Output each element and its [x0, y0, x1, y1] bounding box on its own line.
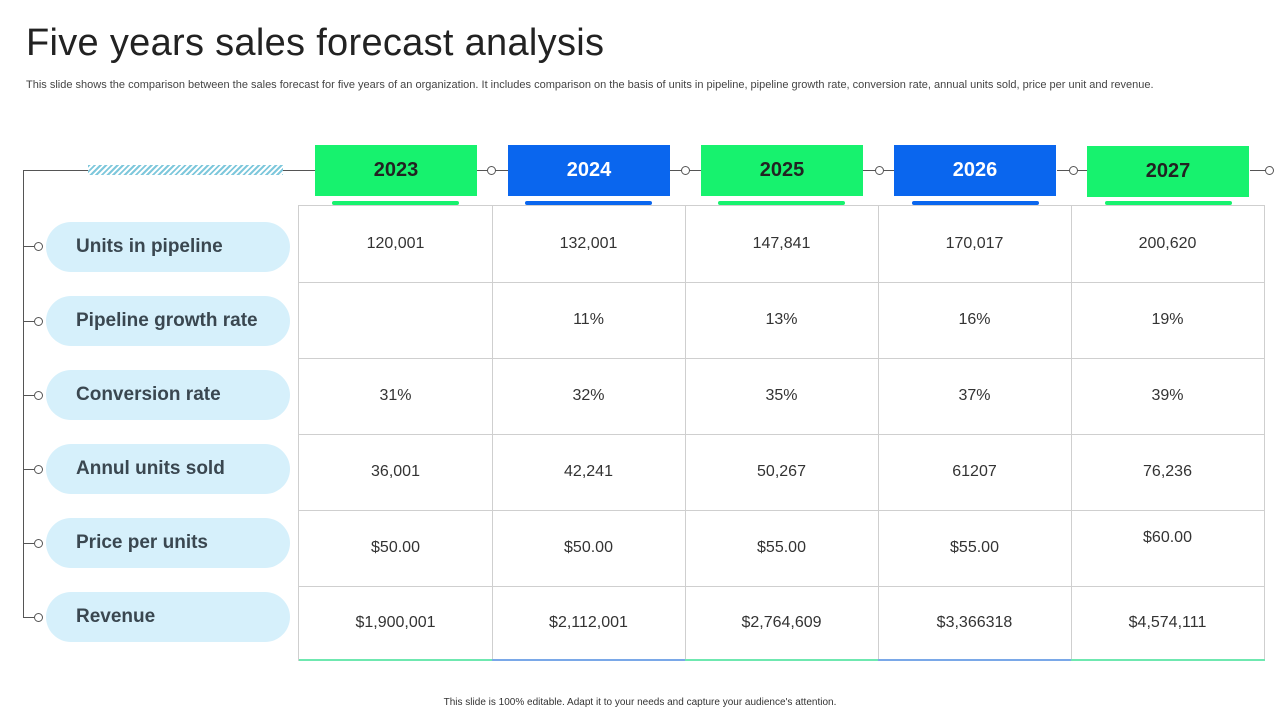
row-label-revenue: Revenue	[46, 592, 290, 642]
table-cell: 170,017	[945, 235, 1004, 252]
table-cell: $1,900,001	[355, 614, 436, 631]
row-label-conversion-rate: Conversion rate	[46, 370, 290, 420]
table-cell: 50,267	[757, 463, 806, 480]
row-label-annual-units-sold: Annul units sold	[46, 444, 290, 494]
table-cell: $3,366318	[936, 614, 1013, 631]
table-cell: $4,574,111	[1128, 614, 1207, 631]
year-header-2024: 2024	[508, 145, 670, 196]
table-cell: 35%	[765, 387, 798, 404]
connector-dot-icon	[487, 166, 496, 175]
table-cell: 37%	[958, 387, 991, 404]
row-dot-icon	[34, 317, 43, 326]
year-connector-line	[1250, 170, 1270, 171]
connector-dot-icon	[875, 166, 884, 175]
row-tick	[23, 246, 34, 247]
connector-dot-icon	[681, 166, 690, 175]
row-tick	[23, 543, 34, 544]
footer-note: This slide is 100% editable. Adapt it to…	[443, 697, 837, 708]
column-bottom-accent	[492, 659, 685, 661]
connector-dot-icon	[1265, 166, 1274, 175]
table-cell: $50.00	[564, 539, 613, 556]
row-dot-icon	[34, 391, 43, 400]
table-cell: 13%	[765, 311, 798, 328]
column-bottom-accent	[685, 659, 878, 661]
table-cell: $55.00	[757, 539, 806, 556]
page-title: Five years sales forecast analysis	[26, 22, 605, 64]
year-header-2023: 2023	[315, 145, 477, 196]
row-label-pipeline-growth-rate: Pipeline growth rate	[46, 296, 290, 346]
year-header-2025: 2025	[701, 145, 863, 196]
page-subtitle: This slide shows the comparison between …	[26, 79, 1154, 91]
table-cell: 120,001	[366, 235, 425, 252]
row-dot-icon	[34, 539, 43, 548]
table-cell: 16%	[958, 311, 991, 328]
hatch-decoration	[88, 165, 283, 175]
row-label-price-per-units: Price per units	[46, 518, 290, 568]
year-underline	[332, 201, 459, 205]
table-cell: 132,001	[559, 235, 618, 252]
row-tick	[23, 469, 34, 470]
table-cell: 31%	[379, 387, 412, 404]
year-header-2027: 2027	[1087, 146, 1249, 197]
table-cell: 19%	[1151, 311, 1184, 328]
table-cell: $60.00	[1143, 529, 1192, 546]
connector-dot-icon	[1069, 166, 1078, 175]
table-cell: $2,112,001	[549, 614, 628, 631]
year-underline	[525, 201, 652, 205]
table-cell: 76,236	[1143, 463, 1192, 480]
tree-connector-line	[23, 170, 24, 618]
row-tick	[23, 395, 34, 396]
table-cell: 11%	[573, 311, 604, 328]
table-cell: 39%	[1151, 387, 1184, 404]
row-dot-icon	[34, 613, 43, 622]
table-cell: 32%	[572, 387, 605, 404]
table-cell: $2,764,609	[741, 614, 822, 631]
table-cell: 147,841	[752, 235, 811, 252]
row-dot-icon	[34, 465, 43, 474]
table-cell: $50.00	[371, 539, 420, 556]
year-header-2026: 2026	[894, 145, 1056, 196]
row-dot-icon	[34, 242, 43, 251]
column-bottom-accent	[1071, 659, 1265, 661]
row-tick	[23, 321, 34, 322]
year-underline	[1105, 201, 1232, 205]
row-tick	[23, 617, 34, 618]
row-label-units-in-pipeline: Units in pipeline	[46, 222, 290, 272]
table-cell: 200,620	[1138, 235, 1197, 252]
table-cell: 36,001	[371, 463, 420, 480]
year-underline	[912, 201, 1039, 205]
year-underline	[718, 201, 845, 205]
table-cell: 61207	[952, 463, 997, 480]
table-cell: 42,241	[564, 463, 613, 480]
column-bottom-accent	[299, 659, 492, 661]
column-bottom-accent	[878, 659, 1071, 661]
forecast-table	[298, 205, 1265, 661]
table-cell: $55.00	[950, 539, 999, 556]
